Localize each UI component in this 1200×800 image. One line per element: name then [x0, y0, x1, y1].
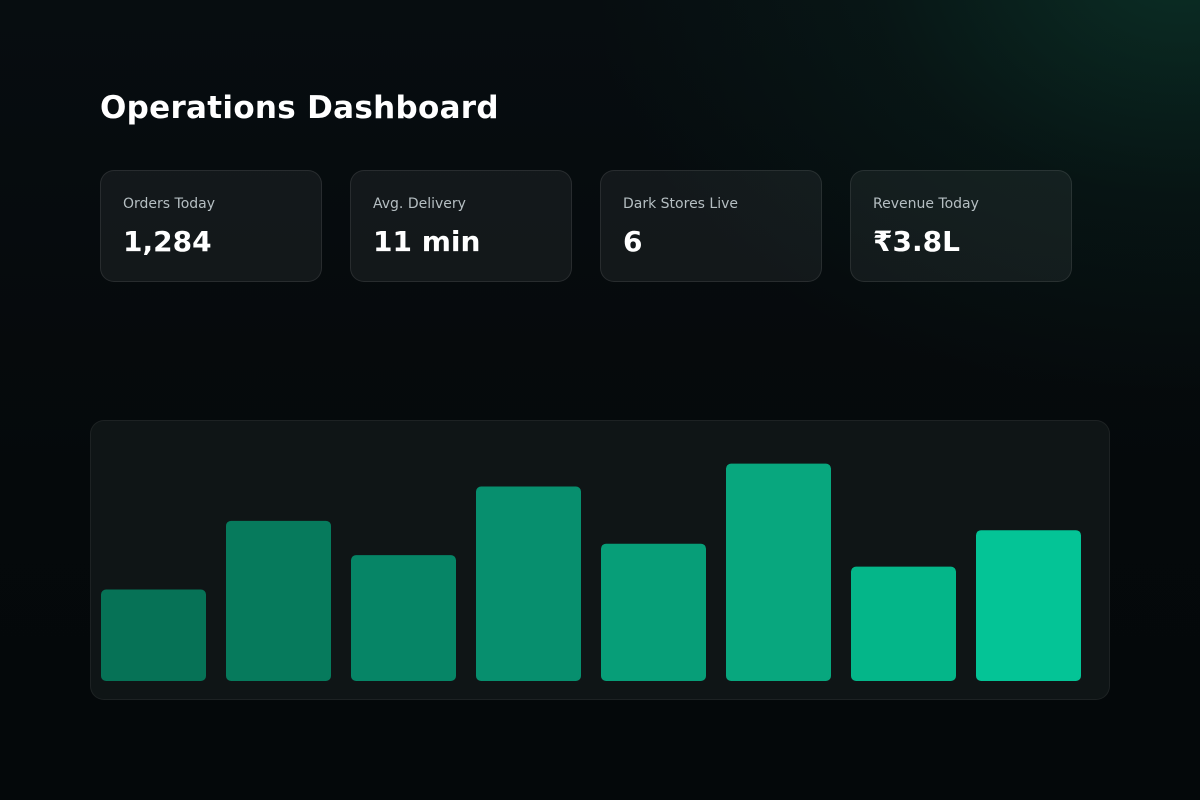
- stat-card-avg-delivery: Avg. Delivery 11 min: [350, 170, 572, 282]
- chart-bar-7: [851, 566, 956, 681]
- page-title: Operations Dashboard: [100, 90, 499, 126]
- chart-bar-6: [726, 463, 831, 681]
- stat-card-value: 1,284: [123, 225, 212, 258]
- chart-bar-5: [601, 543, 706, 681]
- chart-bar-4: [476, 486, 581, 681]
- stat-card-value: 11 min: [373, 225, 481, 258]
- chart-bar-1: [101, 589, 206, 681]
- stat-card-value: ₹3.8L: [873, 225, 960, 258]
- stat-card-label: Revenue Today: [873, 196, 979, 212]
- stat-cards: Orders Today 1,284 Avg. Delivery 11 min …: [100, 170, 1072, 282]
- stat-card-orders-today: Orders Today 1,284: [100, 170, 322, 282]
- bar-chart: [101, 463, 1081, 681]
- chart-bar-8: [976, 530, 1081, 681]
- stat-card-dark-stores-live: Dark Stores Live 6: [600, 170, 822, 282]
- bar-chart-panel: [90, 420, 1110, 700]
- stat-card-revenue-today: Revenue Today ₹3.8L: [850, 170, 1072, 282]
- stat-card-label: Orders Today: [123, 196, 216, 212]
- stat-card-value: 6: [623, 225, 643, 258]
- stat-card-label: Dark Stores Live: [623, 196, 739, 212]
- stat-card-label: Avg. Delivery: [373, 196, 466, 212]
- chart-bar-3: [351, 555, 456, 681]
- chart-bar-2: [226, 520, 331, 681]
